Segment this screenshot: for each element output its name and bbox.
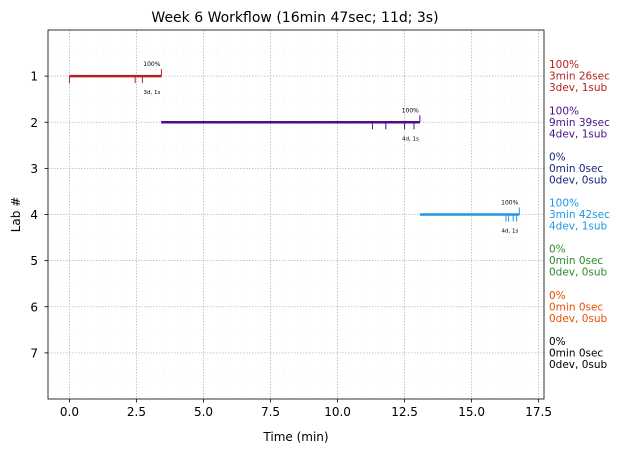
lab-6-summary-line: 0min 0sec <box>549 301 603 313</box>
lab-4-summary-line: 100% <box>549 198 579 210</box>
lab-5-summary-line: 0dev, 0sub <box>549 267 608 279</box>
lab-3-summary-line: 0% <box>549 151 566 163</box>
lab-2-count-label: 4d, 1s <box>402 136 419 142</box>
lab-4-pct-label: 100% <box>501 200 518 207</box>
lab-2-summary-line: 9min 39sec <box>549 117 610 129</box>
lab-7-summary-line: 0min 0sec <box>549 347 603 359</box>
lab-7-summary-line: 0% <box>549 336 566 348</box>
x-tick-label: 2.5 <box>127 405 146 419</box>
lab-2-pct-label: 100% <box>402 107 419 114</box>
lab-3-summary-line: 0min 0sec <box>549 163 603 175</box>
y-tick-label: 5 <box>30 254 38 268</box>
grid <box>48 30 544 399</box>
x-tick-label: 17.5 <box>525 405 552 419</box>
y-tick-label: 4 <box>30 208 38 222</box>
lab-6-summary-line: 0% <box>549 290 566 302</box>
lab-1-count-label: 3d, 1s <box>144 90 161 96</box>
lab-1-summary-line: 3dev, 1sub <box>549 82 608 94</box>
lab-3-summary-line: 0dev, 0sub <box>549 174 608 186</box>
x-axis-label: Time (min) <box>262 430 328 444</box>
lab-6-summary-line: 0dev, 0sub <box>549 313 608 325</box>
x-tick-label: 5.0 <box>194 405 213 419</box>
x-tick-label: 15.0 <box>458 405 485 419</box>
y-tick-label: 3 <box>30 162 38 176</box>
lab-2-summary-line: 4dev, 1sub <box>549 128 608 140</box>
lab-1-summary-line: 3min 26sec <box>549 71 610 83</box>
lab-4-summary-line: 4dev, 1sub <box>549 221 608 233</box>
chart-title: Week 6 Workflow (16min 47sec; 11d; 3s) <box>151 10 438 26</box>
ticks: 0.0 2.5 5.0 7.5 10.0 12.5 15.0 17.5 1 2 3 4 5 6 7 <box>30 70 552 419</box>
lab-5-summary-line: 0% <box>549 244 566 256</box>
lab-4-count-label: 4d, 1s <box>501 229 518 235</box>
lab-4-summary-line: 3min 42sec <box>549 209 610 221</box>
lab-7-summary-line: 0dev, 0sub <box>549 359 608 371</box>
x-tick-label: 12.5 <box>391 405 418 419</box>
lab-2-summary-line: 100% <box>549 105 579 117</box>
lab-1-summary-line: 100% <box>549 59 579 71</box>
y-tick-label: 2 <box>30 116 38 130</box>
y-tick-label: 7 <box>30 346 38 360</box>
y-tick-label: 1 <box>30 70 38 84</box>
y-tick-label: 6 <box>30 300 38 314</box>
y-axis-label: Lab # <box>9 197 23 233</box>
x-tick-label: 7.5 <box>261 405 280 419</box>
lab-5-summary-line: 0min 0sec <box>549 255 603 267</box>
lab-1-pct-label: 100% <box>143 61 160 68</box>
x-tick-label: 10.0 <box>324 405 351 419</box>
data-layer: 100% 3d, 1s 100% 4d, 1s 100% 4d, 1s <box>68 61 520 235</box>
x-tick-label: 0.0 <box>60 405 79 419</box>
